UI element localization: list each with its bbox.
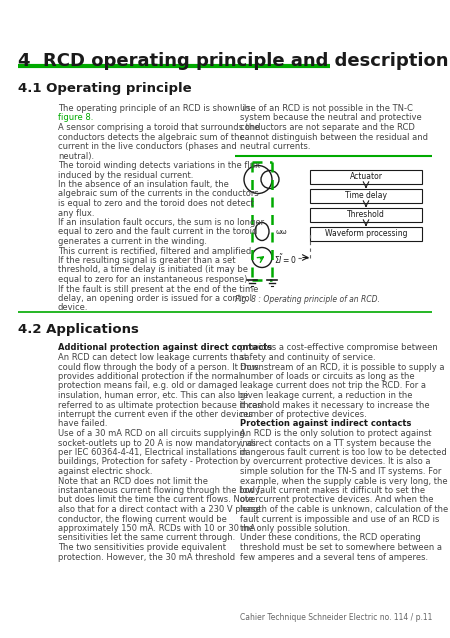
Text: current in the live conductors (phases and: current in the live conductors (phases a… <box>58 142 237 151</box>
Text: number of protective devices.: number of protective devices. <box>240 410 367 419</box>
Text: cannot distinguish between the residual and: cannot distinguish between the residual … <box>240 133 428 142</box>
Text: per IEC 60364-4-41, Electrical installations in: per IEC 60364-4-41, Electrical installat… <box>58 448 247 457</box>
Text: Cahier Technique Schneider Electric no. 114 / p.11: Cahier Technique Schneider Electric no. … <box>239 613 432 622</box>
Text: Waveform processing: Waveform processing <box>325 229 407 238</box>
Text: Fig. 8 : Operating principle of an RCD.: Fig. 8 : Operating principle of an RCD. <box>235 295 380 304</box>
Text: neutral).: neutral). <box>58 151 94 161</box>
Text: by overcurrent protective devices. It is also a: by overcurrent protective devices. It is… <box>240 457 431 466</box>
Text: against electric shock.: against electric shock. <box>58 467 153 476</box>
Text: provides a cost-effective compromise between: provides a cost-effective compromise bet… <box>240 343 438 353</box>
Text: generates a current in the winding.: generates a current in the winding. <box>58 237 207 246</box>
Text: algebraic sum of the currents in the conductors: algebraic sum of the currents in the con… <box>58 189 259 198</box>
Text: number of loads or circuits as long as the: number of loads or circuits as long as t… <box>240 372 414 381</box>
Text: any flux.: any flux. <box>58 209 94 218</box>
Text: delay, an opening order is issued for a control: delay, an opening order is issued for a … <box>58 294 252 303</box>
Text: neutral currents.: neutral currents. <box>240 142 310 151</box>
Text: example, when the supply cable is very long, the: example, when the supply cable is very l… <box>240 477 448 486</box>
Text: The toroid winding detects variations in the flux: The toroid winding detects variations in… <box>58 161 260 170</box>
Text: indirect contacts on a TT system because the: indirect contacts on a TT system because… <box>240 438 431 447</box>
Text: Note that an RCD does not limit the: Note that an RCD does not limit the <box>58 477 208 486</box>
Text: protection means fail, e.g. old or damaged: protection means fail, e.g. old or damag… <box>58 382 238 390</box>
Text: figure 8.: figure 8. <box>58 114 94 122</box>
Text: conductors detects the algebraic sum of the: conductors detects the algebraic sum of … <box>58 133 245 142</box>
Text: referred to as ultimate protection because it can: referred to as ultimate protection becau… <box>58 401 263 410</box>
Text: simple solution for the TN-S and IT systems. For: simple solution for the TN-S and IT syst… <box>240 467 441 476</box>
Text: Protection against indirect contacts: Protection against indirect contacts <box>240 420 411 429</box>
Bar <box>310 207 422 221</box>
Text: Actuator: Actuator <box>350 172 382 181</box>
Text: conductors are not separate and the RCD: conductors are not separate and the RCD <box>240 123 415 132</box>
Text: the only possible solution.: the only possible solution. <box>240 524 350 533</box>
Text: threshold must be set to somewhere between a: threshold must be set to somewhere betwe… <box>240 543 442 552</box>
Text: The operating principle of an RCD is shown in: The operating principle of an RCD is sho… <box>58 104 250 113</box>
Text: Use of a 30 mA RCD on all circuits supplying: Use of a 30 mA RCD on all circuits suppl… <box>58 429 245 438</box>
Text: protection. However, the 30 mA threshold: protection. However, the 30 mA threshold <box>58 553 235 561</box>
Text: buildings, Protection for safety - Protection: buildings, Protection for safety - Prote… <box>58 457 238 466</box>
Text: overcurrent protective devices. And when the: overcurrent protective devices. And when… <box>240 496 433 505</box>
Text: Additional protection against direct contacts: Additional protection against direct con… <box>58 343 272 353</box>
Text: have failed.: have failed. <box>58 420 108 429</box>
Text: length of the cable is unknown, calculation of the: length of the cable is unknown, calculat… <box>240 505 448 514</box>
Text: conductor, the flowing current would be: conductor, the flowing current would be <box>58 514 227 524</box>
Text: threshold makes it necessary to increase the: threshold makes it necessary to increase… <box>240 401 430 410</box>
Text: interrupt the current even if the other devices: interrupt the current even if the other … <box>58 410 253 419</box>
Text: If the fault is still present at the end of the time: If the fault is still present at the end… <box>58 285 258 293</box>
Text: approximately 150 mA. RCDs with 10 or 30 mA: approximately 150 mA. RCDs with 10 or 30… <box>58 524 256 533</box>
Text: few amperes and a several tens of amperes.: few amperes and a several tens of ampere… <box>240 553 428 561</box>
Text: Use of an RCD is not possible in the TN-C: Use of an RCD is not possible in the TN-… <box>240 104 413 113</box>
Text: A sensor comprising a toroid that surrounds the: A sensor comprising a toroid that surrou… <box>58 123 260 132</box>
Text: device.: device. <box>58 304 89 313</box>
Text: This current is rectified, filtered and amplified.: This current is rectified, filtered and … <box>58 246 254 255</box>
Text: dangerous fault current is too low to be detected: dangerous fault current is too low to be… <box>240 448 447 457</box>
Text: provides additional protection if the normal: provides additional protection if the no… <box>58 372 241 381</box>
Text: fault current is impossible and use of an RCD is: fault current is impossible and use of a… <box>240 514 439 524</box>
Text: socket-outlets up to 20 A is now mandatory, as: socket-outlets up to 20 A is now mandato… <box>58 438 256 447</box>
Text: equal to zero for an instantaneous response).: equal to zero for an instantaneous respo… <box>58 275 250 284</box>
Bar <box>310 188 422 202</box>
Text: 4  RCD operating principle and description: 4 RCD operating principle and descriptio… <box>18 52 449 70</box>
Bar <box>310 226 422 241</box>
Text: 4.1 Operating principle: 4.1 Operating principle <box>18 82 192 95</box>
Text: insulation, human error, etc. This can also be: insulation, human error, etc. This can a… <box>58 391 248 400</box>
Text: also that for a direct contact with a 230 V phase: also that for a direct contact with a 23… <box>58 505 261 514</box>
Text: In the absence of an insulation fault, the: In the absence of an insulation fault, t… <box>58 180 229 189</box>
Text: system because the neutral and protective: system because the neutral and protectiv… <box>240 114 422 122</box>
Text: $\Sigma\tilde{I}=0$: $\Sigma\tilde{I}=0$ <box>274 253 297 266</box>
Text: instantaneous current flowing through the body,: instantaneous current flowing through th… <box>58 486 263 495</box>
Text: equal to zero and the fault current in the toroid: equal to zero and the fault current in t… <box>58 228 257 237</box>
Text: but does limit the time the current flows. Note: but does limit the time the current flow… <box>58 496 253 505</box>
Text: low fault current makes it difficult to set the: low fault current makes it difficult to … <box>240 486 425 495</box>
Text: could flow through the body of a person. It thus: could flow through the body of a person.… <box>58 362 259 371</box>
Text: Threshold: Threshold <box>347 210 385 219</box>
Text: ωω: ωω <box>276 228 288 235</box>
Text: sensitivities let the same current through.: sensitivities let the same current throu… <box>58 533 235 542</box>
Text: safety and continuity of service.: safety and continuity of service. <box>240 353 376 362</box>
Text: If an insulation fault occurs, the sum is no longer: If an insulation fault occurs, the sum i… <box>58 218 264 227</box>
Text: Downstream of an RCD, it is possible to supply a: Downstream of an RCD, it is possible to … <box>240 362 445 371</box>
Text: An RCD is the only solution to protect against: An RCD is the only solution to protect a… <box>240 429 432 438</box>
Bar <box>310 170 422 184</box>
Text: An RCD can detect low leakage currents that: An RCD can detect low leakage currents t… <box>58 353 247 362</box>
Text: Under these conditions, the RCD operating: Under these conditions, the RCD operatin… <box>240 533 421 542</box>
Text: given leakage current, a reduction in the: given leakage current, a reduction in th… <box>240 391 413 400</box>
Text: The two sensitivities provide equivalent: The two sensitivities provide equivalent <box>58 543 226 552</box>
Text: is equal to zero and the toroid does not detect: is equal to zero and the toroid does not… <box>58 199 254 208</box>
Text: 4.2 Applications: 4.2 Applications <box>18 323 139 336</box>
Text: threshold, a time delay is initiated (it may be: threshold, a time delay is initiated (it… <box>58 265 248 274</box>
Text: induced by the residual current.: induced by the residual current. <box>58 170 194 179</box>
Text: If the resulting signal is greater than a set: If the resulting signal is greater than … <box>58 256 235 265</box>
Text: leakage current does not trip the RCD. For a: leakage current does not trip the RCD. F… <box>240 382 426 390</box>
Text: Time delay: Time delay <box>345 191 387 200</box>
